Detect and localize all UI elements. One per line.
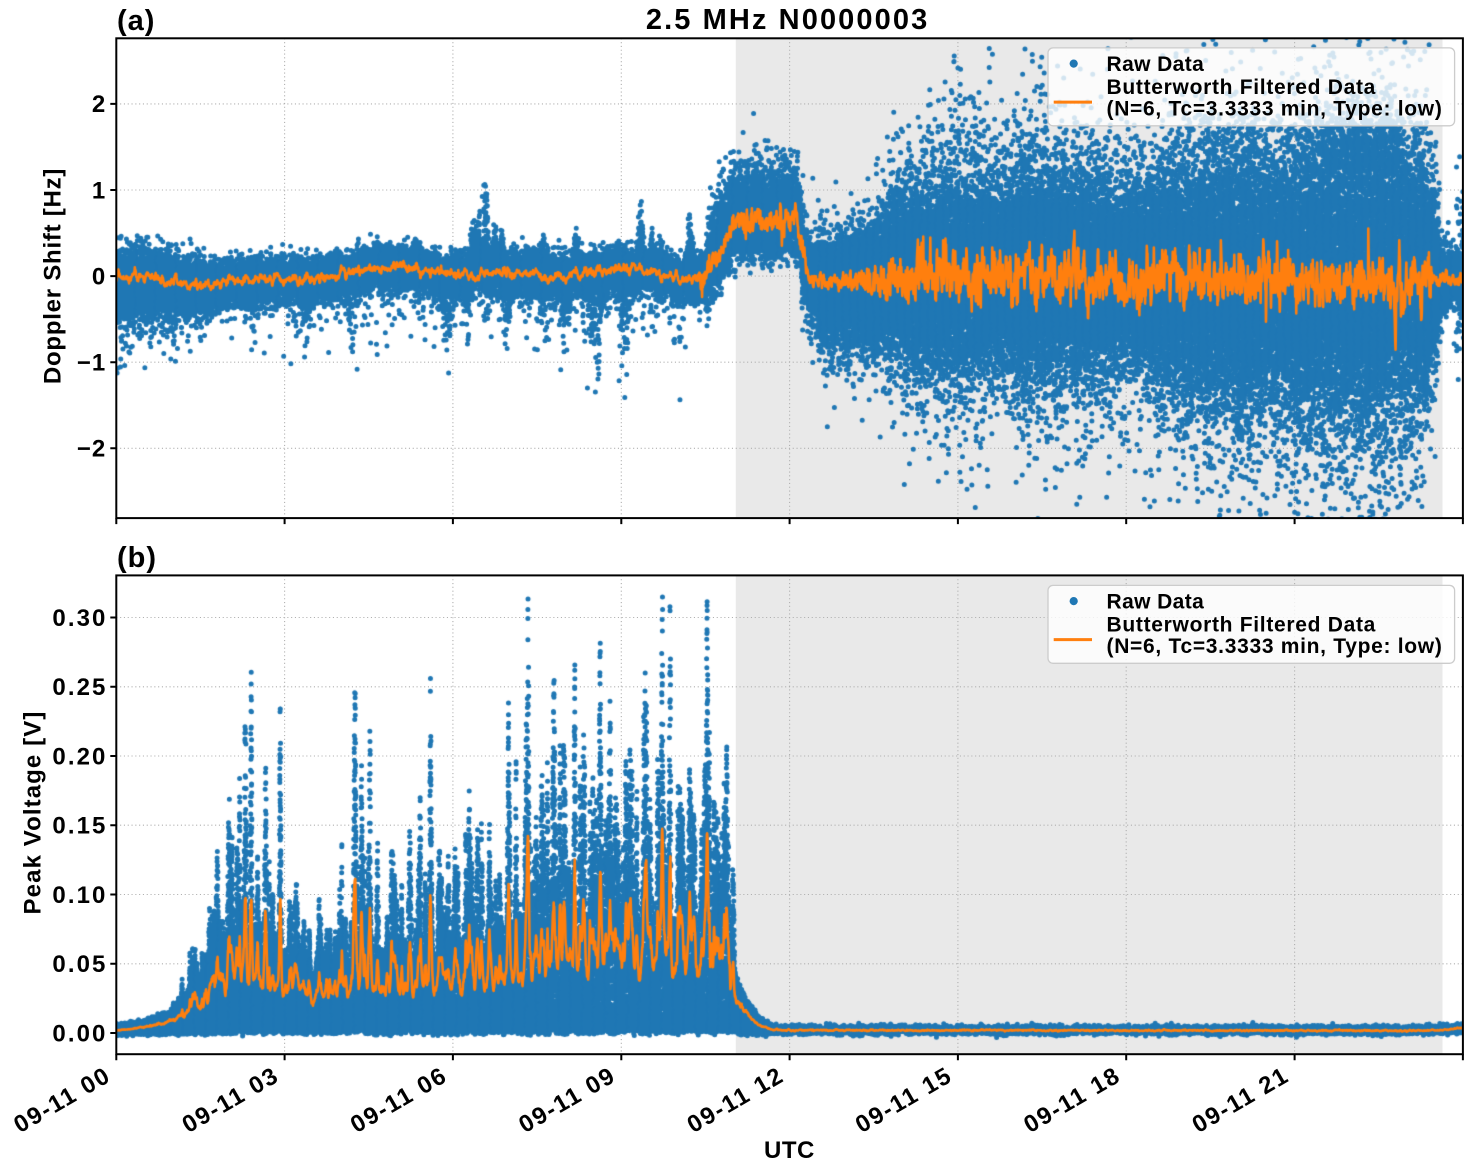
svg-text:(N=6, Tc=3.3333 min, Type: low: (N=6, Tc=3.3333 min, Type: low) xyxy=(1107,97,1443,120)
svg-text:Raw Data: Raw Data xyxy=(1107,591,1205,614)
svg-text:Butterworth Filtered Data: Butterworth Filtered Data xyxy=(1107,76,1377,99)
svg-text:Raw Data: Raw Data xyxy=(1107,53,1205,76)
svg-text:Butterworth Filtered Data: Butterworth Filtered Data xyxy=(1107,613,1377,636)
svg-text:(N=6, Tc=3.3333 min, Type: low: (N=6, Tc=3.3333 min, Type: low) xyxy=(1107,635,1443,658)
